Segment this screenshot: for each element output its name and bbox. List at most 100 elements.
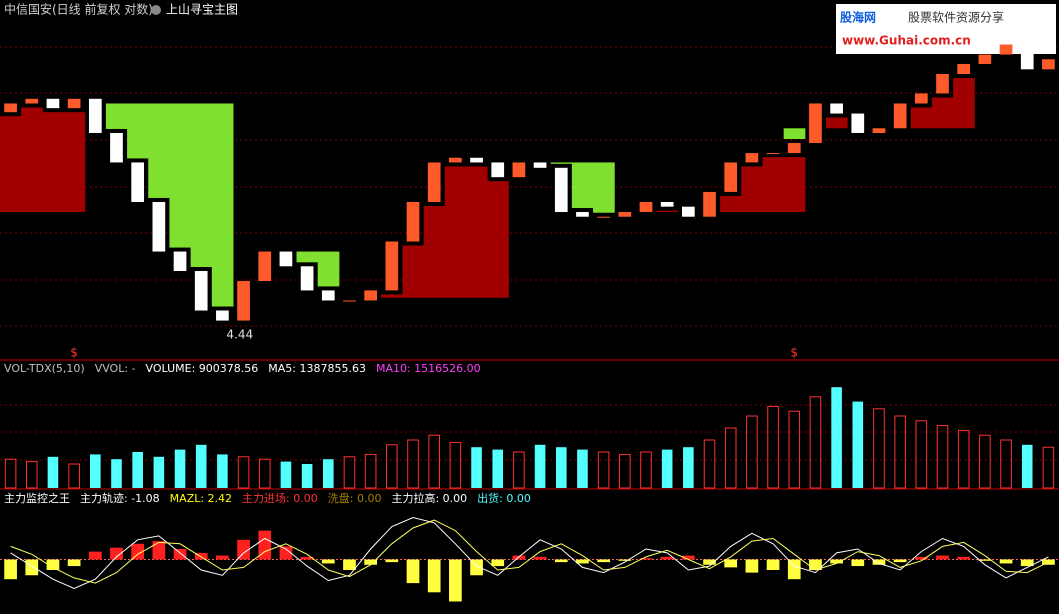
histogram-bar — [364, 559, 378, 565]
candle-body — [914, 93, 928, 104]
zone-step — [487, 181, 509, 298]
window-title: 中信国安(日线 前复权 对数) — [4, 2, 153, 17]
zone-step — [783, 157, 806, 213]
signal-marker: $ — [790, 346, 798, 360]
histogram-bar — [258, 530, 272, 560]
histogram-bar — [703, 559, 716, 565]
volume-bar — [237, 456, 250, 489]
volume-bar — [746, 415, 758, 489]
volume-bar — [957, 429, 970, 489]
candle-body — [385, 241, 399, 291]
histogram-bar — [131, 543, 145, 560]
histogram-bar — [173, 549, 187, 560]
candle-body — [321, 290, 335, 301]
volume-bar — [1042, 446, 1055, 489]
volume-bar — [4, 458, 17, 489]
candle-body — [660, 201, 674, 207]
volume-bar — [322, 459, 334, 488]
histogram-bar — [597, 559, 610, 563]
histogram-bar — [681, 555, 695, 560]
histogram-bar — [46, 559, 60, 570]
legend-item: 主力拉高: 0.00 — [391, 492, 468, 505]
volume-bar — [153, 456, 165, 488]
volume-bar — [831, 387, 842, 488]
histogram-bar — [787, 559, 801, 580]
zone-step — [910, 107, 933, 129]
volume-bar — [936, 425, 949, 489]
volume-legend: VOL-TDX(5,10) VVOL: - VOLUME: 900378.56 MA5… — [4, 362, 491, 375]
histogram-bar — [851, 559, 865, 567]
logo-box — [836, 4, 1056, 54]
candle-body — [470, 157, 483, 163]
signal-marker: $ — [70, 346, 78, 360]
candle-body — [1020, 44, 1034, 70]
histogram-bar — [639, 558, 653, 560]
volume-bar — [915, 420, 928, 489]
zone-step — [42, 112, 65, 213]
volume-bar — [217, 454, 228, 488]
volume-bar — [492, 449, 504, 488]
candle-body — [46, 98, 60, 109]
candle-body — [745, 153, 759, 163]
candle-body — [893, 103, 907, 129]
volume-bar — [301, 464, 313, 488]
candle-body — [279, 251, 293, 267]
volume-bar — [428, 434, 440, 489]
zone-step — [63, 112, 86, 213]
volume-bar — [90, 454, 101, 488]
candle-body — [787, 143, 801, 154]
histogram-bar — [936, 555, 949, 560]
histogram-bar — [110, 547, 123, 560]
candle-body — [152, 201, 166, 252]
candle-body — [597, 216, 610, 218]
zone-step — [931, 97, 954, 129]
zone-step — [783, 128, 806, 140]
candle-body — [724, 162, 738, 192]
volume-bar — [577, 449, 588, 488]
volume-bar — [386, 444, 398, 489]
histogram-bar — [978, 559, 992, 561]
volume-bar — [25, 461, 38, 489]
histogram-bar — [830, 559, 843, 564]
candle-body — [406, 201, 420, 242]
volume-bar — [258, 458, 271, 489]
volume-bar — [174, 449, 186, 488]
candle-body — [173, 251, 187, 271]
candle-body — [427, 162, 441, 202]
histogram-bar — [449, 559, 462, 602]
candle-body — [449, 157, 462, 163]
volume-bar — [597, 451, 610, 489]
volume-bar — [788, 410, 801, 489]
histogram-bar — [4, 559, 17, 580]
histogram-bar — [194, 552, 208, 560]
candle-body — [67, 98, 81, 109]
histogram-bar — [618, 559, 632, 561]
volume-bar — [132, 452, 143, 488]
candle-body — [872, 128, 886, 133]
volume-bar — [661, 449, 673, 488]
candle-body — [512, 162, 526, 178]
legend-item: 主力轨迹: -1.08 — [80, 492, 160, 505]
candle-body — [703, 191, 716, 217]
candle-body — [237, 281, 250, 321]
zone-step — [211, 103, 234, 307]
zone-step — [190, 103, 213, 267]
histogram-bar — [576, 559, 589, 564]
candle-body — [639, 201, 653, 213]
histogram-bar — [745, 559, 759, 573]
volume-bar — [534, 444, 546, 488]
zone-step — [593, 162, 615, 213]
candle-body — [194, 270, 208, 311]
histogram-bar — [809, 559, 822, 570]
candle-body — [131, 162, 145, 202]
dropdown-icon[interactable] — [151, 5, 161, 15]
main-chart-name: 上山寻宝主图 — [166, 3, 238, 17]
zone-step — [127, 103, 149, 159]
candle-body — [830, 103, 843, 114]
volume-bar — [767, 405, 779, 489]
zone-step — [169, 103, 192, 248]
zone-step — [317, 251, 340, 287]
zone-step — [826, 117, 848, 129]
legend-item: VOLUME: 900378.56 — [145, 362, 259, 375]
